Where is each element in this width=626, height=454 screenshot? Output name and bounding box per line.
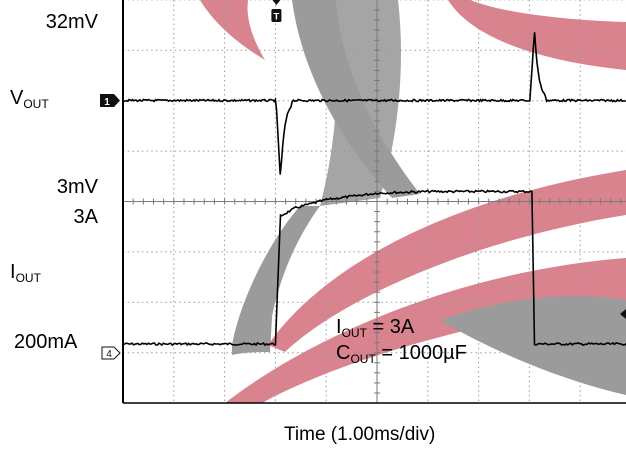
annotation-iout-sub: OUT <box>341 326 367 340</box>
annotation-cout-sub: OUT <box>350 352 376 366</box>
watermark-red-swoosh-bottom <box>225 258 626 403</box>
watermark-red-swoosh-top-right <box>448 0 626 70</box>
watermark-gray-swoosh-arc <box>320 0 401 206</box>
annotation-cout-value: = 1000µF <box>375 342 467 364</box>
iout-scale-label: 3mV <box>56 176 98 198</box>
vout-marker-shape <box>100 94 120 107</box>
vout-marker-text: 1 <box>104 97 110 108</box>
iout-high-level-label: 3A <box>73 206 98 228</box>
vout-label-sub: OUT <box>23 97 49 111</box>
annotation-iout: IOUT = 3A <box>336 317 414 339</box>
vout-trace <box>122 32 626 175</box>
trigger-box <box>271 9 282 22</box>
annotation-cout-main: C <box>336 342 351 364</box>
vout-channel-label: VOUT <box>10 88 49 110</box>
watermark-gray-tail <box>232 318 272 355</box>
vout-label-main: V <box>10 87 24 109</box>
trigger-marker: T <box>271 0 282 23</box>
x-axis-label: Time (1.00ms/div) <box>284 424 436 445</box>
annotation-iout-main: I <box>336 316 342 338</box>
annotation-iout-value: = 3A <box>366 316 415 338</box>
watermark-gray-swoosh-lower-left <box>232 206 320 345</box>
graticule <box>122 0 626 404</box>
iout-trace <box>122 189 626 347</box>
annotation-cout: COUT = 1000µF <box>336 343 467 365</box>
iout-marker-text: 4 <box>106 349 112 360</box>
iout-channel-marker: 4 <box>101 346 121 360</box>
trigger-arrow <box>272 0 281 5</box>
watermark-red-swoosh-top-left <box>200 0 265 60</box>
iout-low-level-label: 200mA <box>14 331 78 353</box>
watermark-red-swoosh-middle <box>268 170 626 352</box>
right-edge-marker <box>620 309 626 319</box>
iout-label-sub: OUT <box>15 271 41 285</box>
watermark-gray-swoosh-right <box>440 296 626 395</box>
vout-scale-label: 32mV <box>45 11 98 33</box>
iout-channel-label: IOUT <box>10 262 41 284</box>
vout-channel-marker: 1 <box>100 94 120 108</box>
watermark-logo <box>200 0 626 403</box>
iout-label-main: I <box>10 261 16 283</box>
trigger-text: T <box>273 12 279 23</box>
iout-marker-shape <box>101 346 121 360</box>
